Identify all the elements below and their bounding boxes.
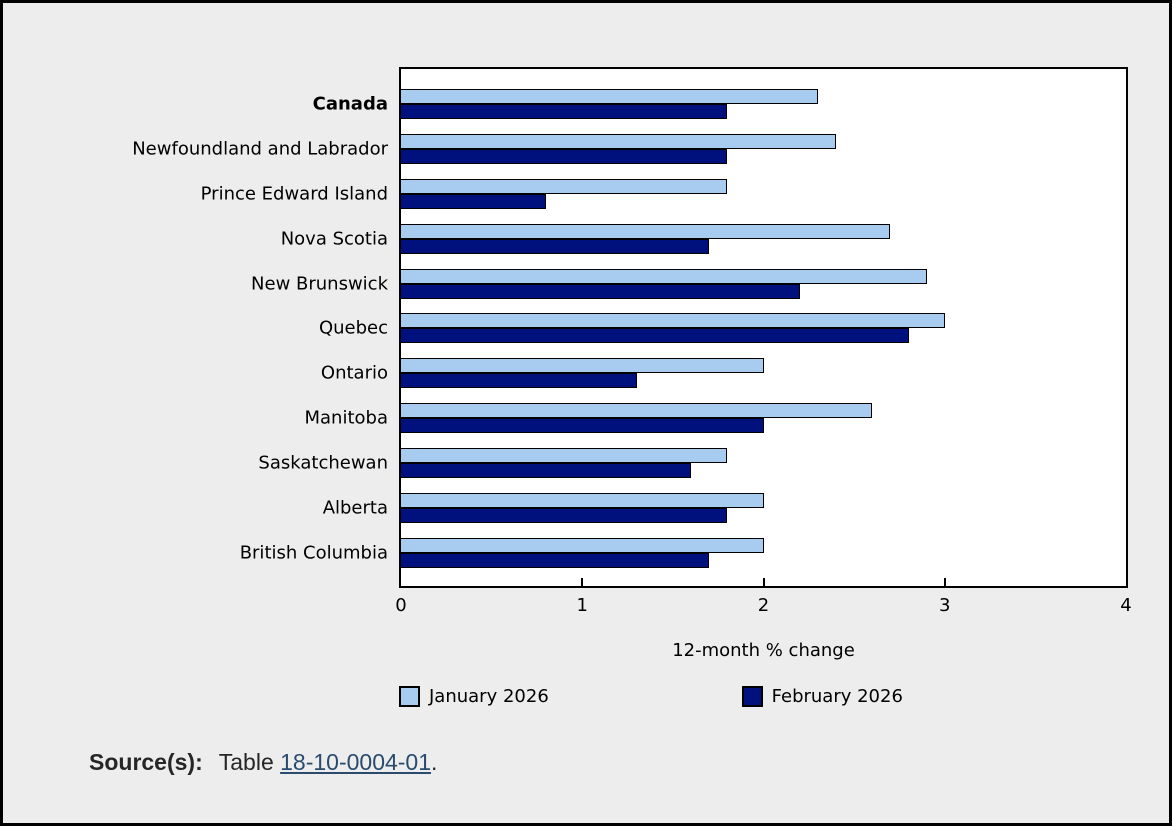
plot-rows: Canada Newfoundland and Labrador Prince Ed… [132, 69, 1126, 586]
bar-january [401, 223, 891, 239]
category-row: Prince Edward Island [201, 172, 1126, 217]
plot-area: Canada Newfoundland and Labrador Prince Ed… [132, 67, 1132, 616]
category-row: New Brunswick [251, 261, 1126, 306]
source-label: Source(s): [89, 749, 203, 775]
bar-january [401, 358, 764, 374]
category-label: Ontario [320, 362, 388, 384]
axis-tick-label: 0 [395, 595, 407, 616]
bar-january [401, 492, 764, 508]
legend-label: January 2026 [429, 686, 549, 707]
source-line: Source(s): Table 18-10-0004-01. [89, 749, 437, 776]
bar-february [401, 238, 710, 254]
bar-february [401, 104, 728, 120]
axis-tick-label: 2 [757, 595, 770, 616]
category-label: Newfoundland and Labrador [132, 138, 388, 160]
bar-february [401, 328, 909, 344]
axis-tick-label: 3 [939, 595, 951, 616]
bar-february [401, 418, 764, 434]
category-row: Canada [313, 82, 1126, 127]
bar-february [401, 373, 637, 389]
category-label: Saskatchewan [258, 452, 388, 474]
category-row: Newfoundland and Labrador [132, 127, 1126, 172]
bar-february [401, 507, 728, 523]
legend-item: January 2026 [399, 686, 549, 707]
category-label: Quebec [318, 317, 388, 339]
source-text: Table [218, 749, 274, 775]
legend-swatch [399, 686, 420, 707]
category-row: Manitoba [305, 396, 1126, 441]
legend-swatch [741, 686, 763, 707]
bar-january [401, 268, 927, 284]
bar-january [401, 537, 764, 553]
bar-january [401, 179, 728, 195]
bar-january [401, 134, 836, 150]
category-row: Alberta [323, 485, 1126, 530]
category-label: Alberta [322, 497, 388, 519]
category-label: Prince Edward Island [200, 183, 388, 205]
bar-january [401, 313, 945, 329]
axis-tick-label: 4 [1120, 595, 1132, 616]
category-label: Manitoba [304, 407, 389, 429]
bar-february [401, 194, 546, 210]
category-row: Ontario [321, 351, 1126, 396]
bar-february [401, 462, 691, 478]
category-label: British Columbia [239, 542, 388, 564]
bar-february [401, 149, 728, 165]
category-row: Saskatchewan [258, 441, 1126, 486]
category-row: British Columbia [240, 530, 1126, 575]
bar-february [401, 552, 710, 568]
axis-tick [943, 578, 946, 586]
source-table-link[interactable]: 18-10-0004-01 [280, 749, 432, 775]
bar-january [401, 403, 873, 419]
bar-january [401, 447, 728, 463]
axis-tick [581, 578, 584, 586]
legend-label: February 2026 [771, 686, 903, 707]
category-label: Nova Scotia [280, 228, 388, 250]
category-row: Quebec [319, 306, 1126, 351]
source-period: . [431, 749, 438, 775]
legend-item: February 2026 [741, 686, 903, 707]
x-axis-label: 12-month % change [672, 640, 855, 661]
axis-tick-label: 1 [576, 595, 588, 616]
legend: January 2026 February 2026 [399, 686, 1128, 712]
bar-february [401, 283, 800, 299]
bar-january [401, 89, 818, 105]
category-row: Nova Scotia [281, 216, 1126, 261]
category-label: Canada [312, 93, 388, 115]
category-label: New Brunswick [251, 273, 388, 295]
axis-tick [762, 578, 765, 586]
